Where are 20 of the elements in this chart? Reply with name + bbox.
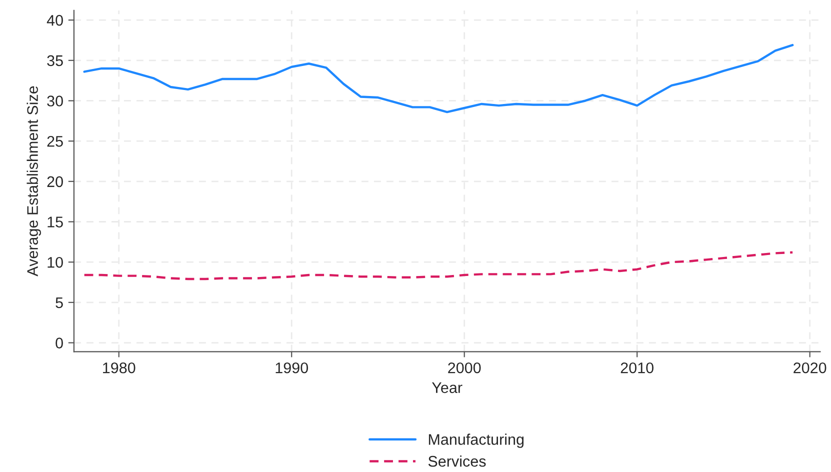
legend-label: Manufacturing (428, 434, 524, 448)
y-tick-label: 40 (46, 14, 63, 26)
y-tick-label: 20 (47, 176, 63, 188)
x-tick-label: 1990 (276, 362, 308, 374)
y-tick-label: 15 (48, 216, 63, 228)
x-tick-label: 2000 (448, 362, 481, 374)
x-tick-label: 2020 (794, 362, 826, 374)
line-series (83, 44, 794, 114)
y-tick-label: 5 (56, 297, 63, 308)
y-tick-label: 0 (56, 338, 63, 348)
line-series (83, 251, 794, 280)
y-tick-label: 35 (47, 55, 63, 66)
legend-label: Services (428, 456, 486, 467)
x-tick-label: 2010 (620, 362, 654, 374)
y-tick-label: 10 (48, 256, 63, 268)
y-axis-title: Average Establishment Size (26, 86, 41, 276)
x-tick-label: 1980 (103, 362, 136, 374)
y-tick-label: 30 (47, 96, 63, 106)
x-axis-title: Year (432, 382, 462, 394)
y-tick-label: 25 (47, 136, 63, 147)
